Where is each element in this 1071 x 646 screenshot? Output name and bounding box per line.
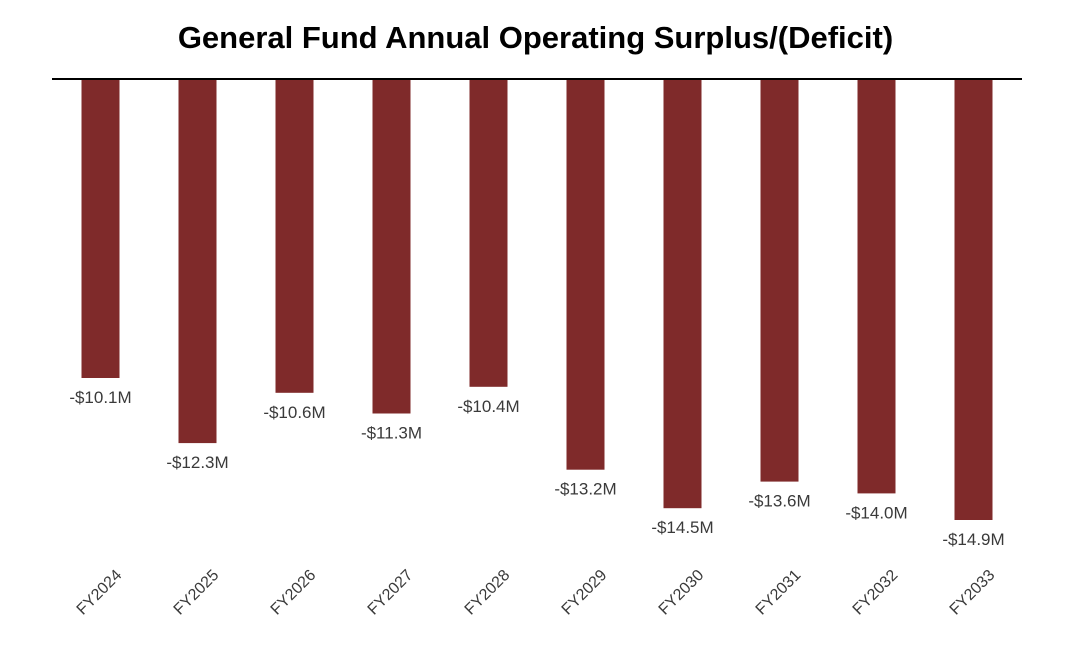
data-label-fy2027: -$11.3M	[361, 424, 422, 443]
data-label-fy2033: -$14.9M	[942, 530, 1004, 549]
x-tick-label-fy2033: FY2033	[947, 567, 999, 619]
x-tick-label-fy2032: FY2032	[850, 567, 902, 619]
bar-fy2033	[954, 79, 993, 520]
x-tick-label-fy2031: FY2031	[753, 567, 805, 619]
data-label-fy2031: -$13.6M	[748, 492, 810, 511]
bar-fy2032	[857, 79, 896, 494]
data-label-fy2028: -$10.4M	[457, 397, 519, 416]
bar-fy2029	[566, 79, 605, 470]
bar-fy2027	[372, 79, 411, 414]
data-label-fy2030: -$14.5M	[651, 518, 713, 537]
x-tick-label-fy2030: FY2030	[656, 567, 708, 619]
x-tick-label-fy2028: FY2028	[462, 567, 514, 619]
x-tick-label-fy2025: FY2025	[171, 567, 223, 619]
data-label-fy2032: -$14.0M	[845, 503, 907, 522]
data-label-fy2026: -$10.6M	[263, 403, 325, 422]
data-labels-layer: -$10.1M -$12.3M -$10.6M -$11.3M -$10.4M -$13.…	[69, 388, 1004, 549]
x-tick-label-fy2024: FY2024	[74, 567, 126, 619]
x-tick-labels-layer: FY2024 FY2025 FY2026 FY2027 FY2028 FY2029 FY20…	[74, 567, 999, 619]
bar-fy2026	[275, 79, 314, 393]
x-tick-label-fy2026: FY2026	[268, 567, 320, 619]
bar-fy2028	[469, 79, 508, 387]
bar-fy2031	[760, 79, 799, 482]
bar-fy2030	[663, 79, 702, 509]
data-label-fy2029: -$13.2M	[554, 480, 616, 499]
chart-title: General Fund Annual Operating Surplus/(D…	[177, 20, 894, 55]
bar-fy2025	[178, 79, 217, 444]
x-tick-label-fy2027: FY2027	[365, 567, 417, 619]
data-label-fy2025: -$12.3M	[166, 453, 228, 472]
data-label-fy2024: -$10.1M	[69, 388, 131, 407]
bars-layer	[81, 79, 993, 520]
x-tick-label-fy2029: FY2029	[559, 567, 611, 619]
bar-fy2024	[81, 79, 120, 378]
